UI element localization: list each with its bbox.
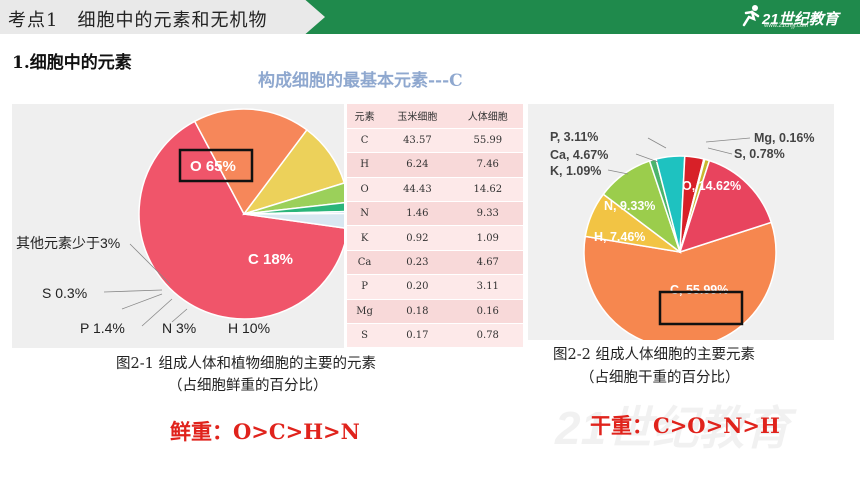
table-cell: O — [347, 177, 383, 203]
dry-weight-order: 干重：C>O>N>H — [590, 413, 780, 438]
table-cell: 0.20 — [382, 274, 453, 300]
table-row: K 0.92 1.09 — [347, 225, 523, 251]
pie-label-c: C 18% — [248, 251, 293, 268]
o-highlight-box — [178, 148, 254, 183]
table-header-row: 元素 玉米细胞 人体细胞 — [347, 104, 523, 129]
table-header-cell: 玉米细胞 — [382, 104, 453, 129]
leader-line-other — [121, 293, 163, 310]
fig2-caption-line2: （占细胞干重的百分比） — [580, 370, 740, 386]
fig1-caption-line2: （占细胞鲜重的百分比） — [168, 378, 328, 394]
table-cell: 0.17 — [382, 323, 453, 349]
element-content-table-panel: 元素 玉米细胞 人体细胞 C 43.57 55.99 H 6.24 7.46 O 44.43 14.… — [347, 104, 523, 349]
pie-slice-h — [242, 128, 344, 216]
table-cell: 0.16 — [452, 299, 523, 325]
pie2-label-o: O, 14.62% — [682, 179, 741, 193]
leader-line-s — [103, 289, 163, 293]
table-cell: 9.33 — [452, 201, 523, 227]
slide-header: 考点1 细胞中的元素和无机物 21世纪教育 www.21cnjy.com — [0, 0, 860, 34]
table-cell: Ca — [347, 250, 383, 276]
pie2-label-c: C, 55.99% — [670, 283, 728, 297]
table-cell: 55.99 — [452, 128, 523, 154]
table-cell: 1.09 — [452, 225, 523, 251]
table-cell: 0.23 — [382, 250, 453, 276]
table-header-cell: 元素 — [347, 104, 383, 129]
table-row: S 0.17 0.78 — [347, 323, 523, 349]
table-row: C 43.57 55.99 — [347, 128, 523, 154]
pie2-label-p: P, 3.11% — [550, 130, 598, 144]
leader-line-p2 — [647, 137, 667, 149]
table-cell: H — [347, 152, 383, 178]
pie2-label-k: K, 1.09% — [550, 164, 601, 178]
table-cell: 43.57 — [382, 128, 453, 154]
table-row: O 44.43 14.62 — [347, 177, 523, 203]
table-cell: 7.46 — [452, 152, 523, 178]
pie2-label-ca: Ca, 4.67% — [550, 148, 608, 162]
header-tab — [0, 0, 325, 34]
table-cell: N — [347, 201, 383, 227]
leader-line-other-label — [129, 243, 171, 285]
pie-slice-o — [138, 120, 344, 320]
leader-line-k2 — [607, 169, 629, 175]
pie-slice-other — [243, 212, 344, 229]
publisher-logo: 21世纪教育 www.21cnjy.com — [740, 3, 855, 31]
table-cell: 4.67 — [452, 250, 523, 276]
pie2-label-h: H, 7.46% — [594, 230, 645, 244]
element-content-table: 元素 玉米细胞 人体细胞 C 43.57 55.99 H 6.24 7.46 O 44.43 14.… — [347, 104, 523, 349]
fresh-weight-order: 鲜重：O>C>H>N — [170, 419, 360, 444]
logo-url: www.21cnjy.com — [764, 23, 809, 29]
basic-element-note: 构成细胞的最基本元素---C — [258, 71, 463, 91]
section-heading: 1.细胞中的元素 — [12, 53, 132, 73]
table-body: C 43.57 55.99 H 6.24 7.46 O 44.43 14.62 N 1.46 9.33… — [347, 128, 523, 349]
table-cell: 0.18 — [382, 299, 453, 325]
pie-label-n: N 3% — [162, 320, 196, 336]
table-cell: 44.43 — [382, 177, 453, 203]
fig1-caption-line1: 图2-1 组成人体和植物细胞的主要的元素 — [116, 356, 376, 372]
leader-line-s2 — [707, 147, 733, 155]
table-cell: 0.78 — [452, 323, 523, 349]
table-cell: 1.46 — [382, 201, 453, 227]
logo-text: 21世纪教育 — [762, 11, 839, 28]
table-cell: 3.11 — [452, 274, 523, 300]
pie2-label-s: S, 0.78% — [734, 147, 785, 161]
table-row: Ca 0.23 4.67 — [347, 250, 523, 276]
pie2-label-n: N, 9.33% — [604, 199, 655, 213]
table-cell: C — [347, 128, 383, 154]
fresh-weight-pie-chart: O 65% C 18% H 10% N 3% P 1.4% S 0.3% 其他元… — [16, 108, 344, 336]
leader-line-mg2 — [705, 137, 751, 143]
dry-weight-pie-chart: P, 3.11% Mg, 0.16% Ca, 4.67% S, 0.78% K,… — [550, 130, 814, 349]
table-cell: 14.62 — [452, 177, 523, 203]
table-row: P 0.20 3.11 — [347, 274, 523, 300]
pie-label-h: H 10% — [228, 320, 270, 336]
leader-line-ca2 — [635, 153, 659, 163]
pie-label-other: 其他元素少于3% — [16, 235, 120, 251]
leader-line-p — [141, 298, 173, 327]
pie-label-o: O 65% — [190, 158, 236, 175]
watermark: 21世纪教育 — [555, 402, 791, 454]
pie2-label-mg: Mg, 0.16% — [754, 131, 814, 145]
table-cell: P — [347, 274, 383, 300]
table-cell: S — [347, 323, 383, 349]
table-cell: 6.24 — [382, 152, 453, 178]
fresh-weight-pie-panel: O 65% C 18% H 10% N 3% P 1.4% S 0.3% 其他元… — [12, 104, 344, 348]
table-header-cell: 人体细胞 — [452, 104, 523, 129]
table-row: N 1.46 9.33 — [347, 201, 523, 227]
dry-weight-pie-panel: P, 3.11% Mg, 0.16% Ca, 4.67% S, 0.78% K,… — [528, 104, 834, 349]
c-highlight-box — [658, 290, 744, 326]
runner-icon — [742, 5, 760, 27]
table-cell: 0.92 — [382, 225, 453, 251]
slide-title: 考点1 细胞中的元素和无机物 — [8, 10, 268, 31]
table-row: H 6.24 7.46 — [347, 152, 523, 178]
leader-line-n — [171, 308, 188, 323]
pie-slice-p — [243, 202, 344, 215]
table-row: Mg 0.18 0.16 — [347, 299, 523, 325]
table-cell: K — [347, 225, 383, 251]
table-cell: Mg — [347, 299, 383, 325]
pie-label-p: P 1.4% — [80, 320, 125, 336]
pie-slice-o — [678, 159, 773, 254]
pie-label-s: S 0.3% — [42, 285, 87, 301]
fig2-caption-line1: 图2-2 组成人体细胞的主要元素 — [553, 347, 755, 363]
